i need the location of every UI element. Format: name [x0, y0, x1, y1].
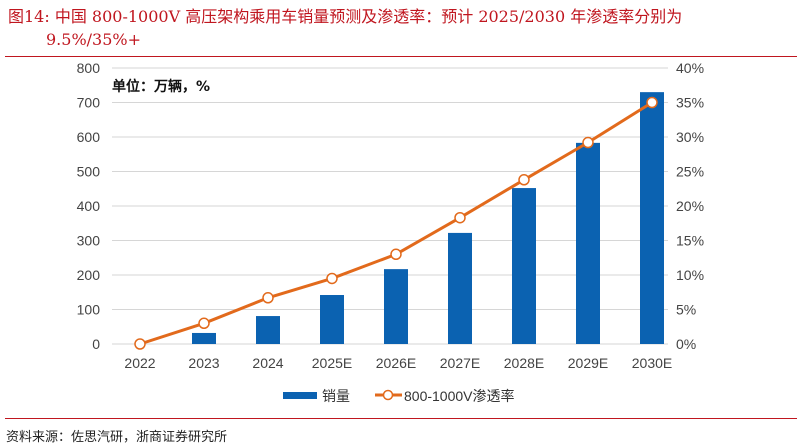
- line-point: [518, 174, 530, 186]
- line-point: [262, 292, 274, 304]
- x-axis-tick: 2025E: [312, 355, 352, 371]
- x-axis-tick: 2030E: [632, 355, 672, 371]
- x-axis-tick: 2026E: [376, 355, 416, 371]
- line-point: [390, 248, 402, 261]
- x-axis-tick: 2023: [188, 355, 219, 371]
- legend-line-marker: [382, 389, 394, 401]
- title-line2: 9.5%/35%+: [46, 30, 142, 49]
- x-axis-tick: 2027E: [440, 355, 480, 371]
- bar: [192, 332, 216, 344]
- right-axis-tick: 15%: [676, 233, 704, 249]
- left-axis-tick: 300: [77, 233, 101, 249]
- legend-bar-swatch: [283, 392, 317, 399]
- bar: [576, 142, 600, 344]
- bar: [320, 295, 344, 344]
- right-axis-tick: 5%: [676, 302, 696, 318]
- right-axis-tick: 20%: [676, 198, 704, 214]
- left-axis-tick: 700: [77, 95, 101, 111]
- x-axis-tick: 2028E: [504, 355, 544, 371]
- left-axis-tick: 600: [77, 129, 101, 145]
- bar: [448, 232, 472, 344]
- line-point: [198, 317, 210, 330]
- unit-label: 单位：万辆，%: [112, 78, 210, 95]
- x-axis-tick: 2022: [124, 355, 155, 371]
- right-axis-tick: 30%: [676, 129, 704, 145]
- left-axis-tick: 200: [77, 267, 101, 283]
- left-axis-tick: 500: [77, 164, 101, 180]
- left-axis-tick: 800: [77, 60, 101, 76]
- line-point: [646, 96, 658, 109]
- title-rule: [5, 56, 797, 57]
- source-note: 资料来源：佐思汽研，浙商证券研究所: [6, 430, 228, 445]
- left-axis-tick: 0: [92, 336, 100, 352]
- left-axis-tick: 100: [77, 302, 101, 318]
- bar: [512, 188, 536, 344]
- bar: [384, 269, 408, 344]
- left-axis-tick: 400: [77, 198, 101, 214]
- legend-bar-label: 销量: [322, 388, 350, 404]
- legend: 销量 800-1000V渗透率: [283, 388, 515, 404]
- line-point: [582, 136, 594, 149]
- line-point: [454, 211, 466, 224]
- right-axis-tick: 25%: [676, 164, 704, 180]
- title-line1: 图14: 中国 800-1000V 高压架构乘用车销量预测及渗透率：预计 202…: [8, 7, 683, 26]
- bar: [640, 92, 664, 345]
- right-axis-tick: 40%: [676, 60, 704, 76]
- source-rule: [5, 418, 797, 419]
- figure-title: 图14: 中国 800-1000V 高压架构乘用车销量预测及渗透率：预计 202…: [8, 5, 788, 51]
- legend-line-label: 800-1000V渗透率: [404, 388, 515, 404]
- chart: 0 100 200 300 400 500 600 700 800 0% 5% 10% 15% 20% 25…: [77, 60, 704, 404]
- right-axis-tick: 0%: [676, 336, 696, 352]
- line-point: [134, 338, 146, 350]
- x-axis-tick: 2024: [252, 355, 283, 371]
- bar: [256, 316, 280, 344]
- line-point: [326, 272, 338, 285]
- right-axis-tick: 35%: [676, 95, 704, 111]
- right-axis-tick: 10%: [676, 267, 704, 283]
- x-axis-tick: 2029E: [568, 355, 608, 371]
